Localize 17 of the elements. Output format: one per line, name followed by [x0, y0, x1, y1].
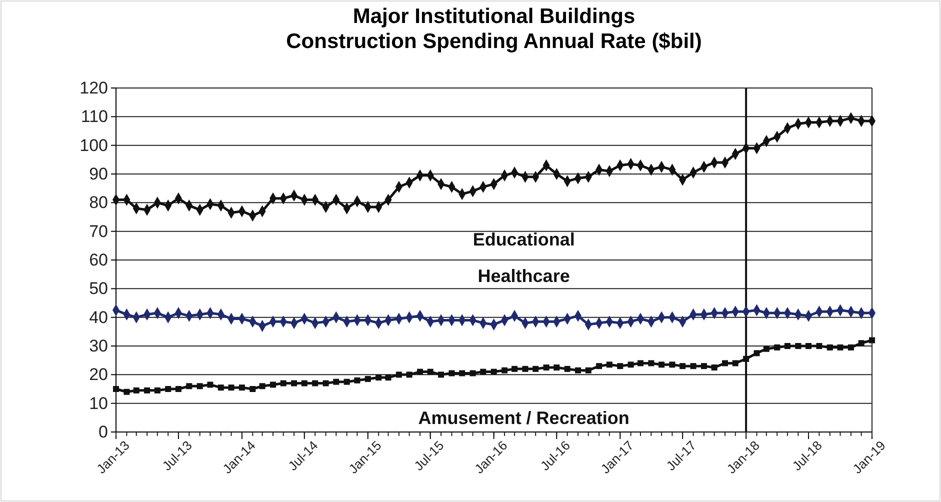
y-tick-label: 100	[80, 136, 108, 155]
y-tick-label: 120	[80, 78, 108, 98]
y-tick-label: 90	[89, 164, 108, 184]
y-tick-label: 10	[89, 394, 108, 413]
chart-title: Major Institutional Buildings Construction Spending Annual Rate ($bil)	[286, 5, 702, 53]
y-tick-label: 80	[89, 193, 108, 212]
series-label: Healthcare	[478, 266, 570, 286]
series-label: Educational	[472, 230, 575, 250]
y-tick-label: 110	[80, 107, 108, 126]
y-tick-label: 50	[89, 279, 108, 298]
y-tick-label: 20	[89, 365, 108, 384]
y-tick-label: 30	[89, 336, 108, 356]
y-tick-label: 40	[89, 308, 108, 327]
y-tick-label: 0	[98, 422, 108, 442]
y-tick-label: 60	[89, 250, 108, 270]
series-label: Amusement / Recreation	[418, 408, 630, 428]
y-tick-label: 70	[89, 222, 108, 241]
